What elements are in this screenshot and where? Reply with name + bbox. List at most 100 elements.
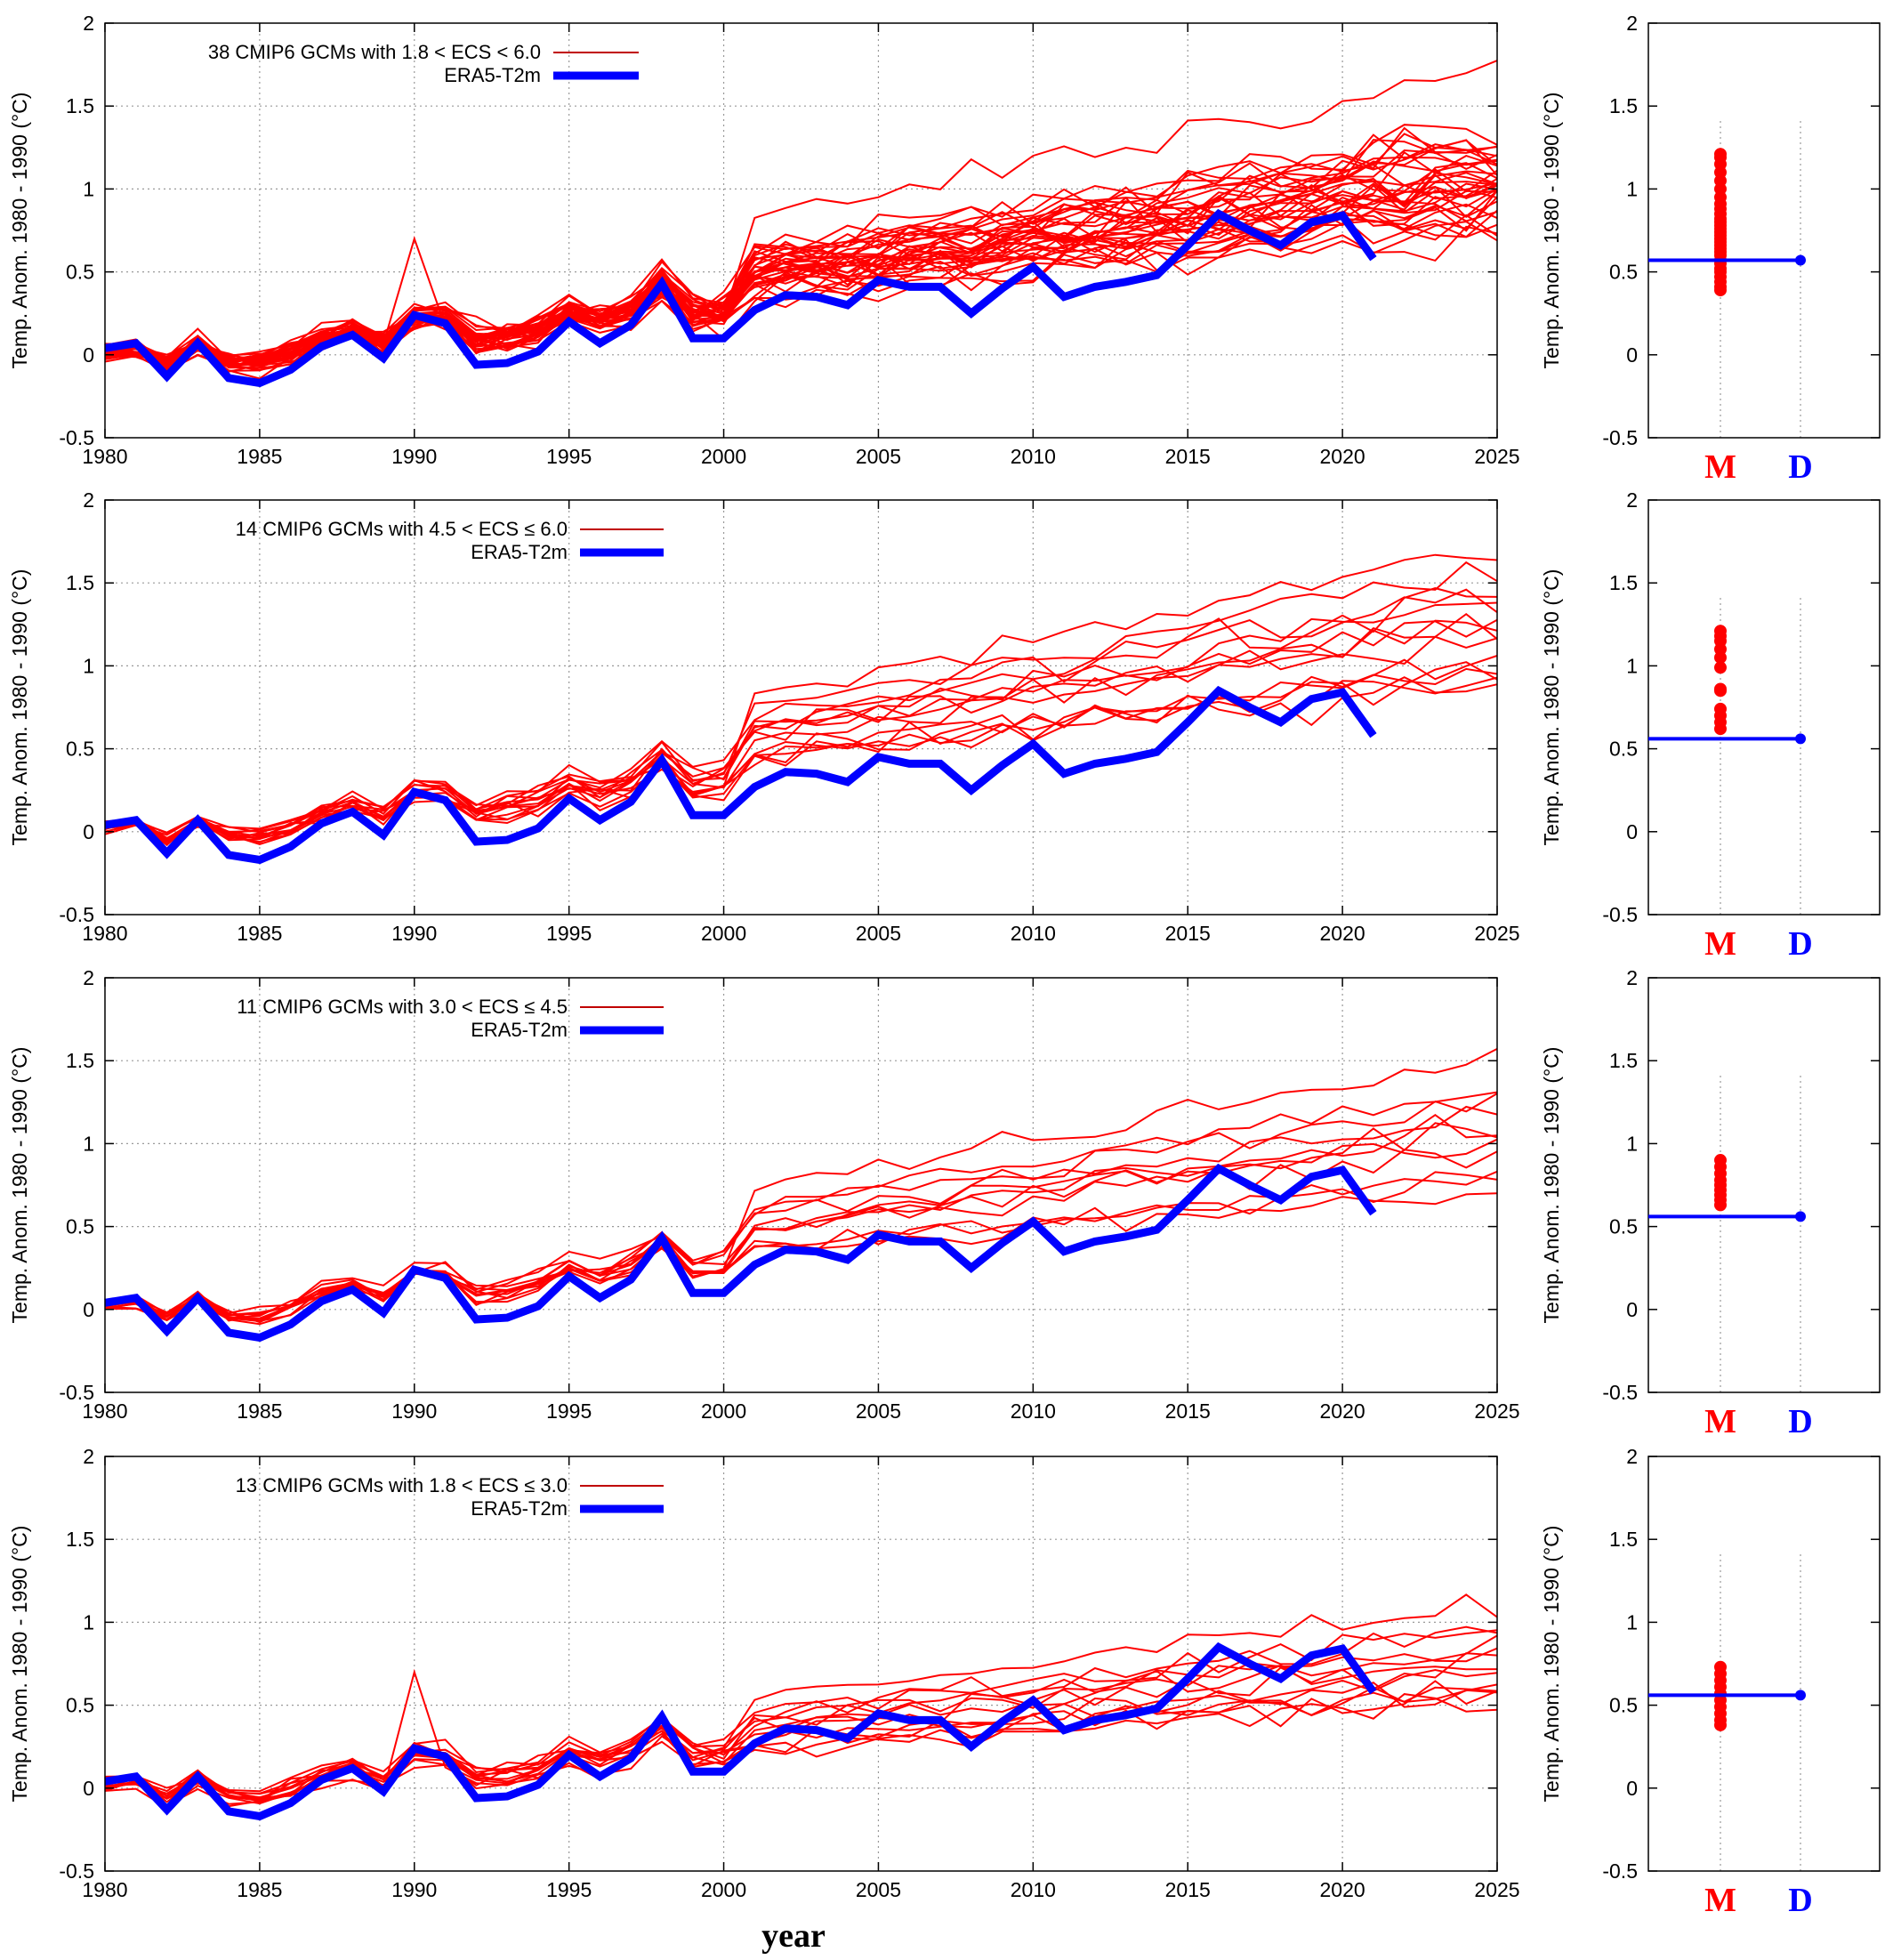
model-series-line	[104, 1693, 1498, 1809]
plot-frame	[1647, 499, 1881, 915]
model-series-line	[104, 1593, 1498, 1803]
y-tick-label: 0.5	[1609, 1215, 1638, 1238]
y-tick-label: 2	[1626, 488, 1638, 512]
x-tick-label: 1985	[237, 445, 282, 468]
y-tick-label: 0	[83, 1298, 94, 1321]
legend-label-obs: ERA5-T2m	[471, 1497, 568, 1520]
y-axis-label: Temp. Anom. 1980 - 1990 (°C)	[1540, 1526, 1563, 1803]
x-tick-label: 1990	[391, 445, 437, 468]
model-series-line	[104, 655, 1498, 845]
x-tick-label: 1985	[237, 1878, 282, 1901]
x-tick-label: 1995	[546, 1878, 592, 1901]
y-tick-label: 1	[1626, 1132, 1638, 1155]
y-tick-label: 1	[1626, 1610, 1638, 1633]
x-tick-label: 1995	[546, 445, 592, 468]
x-tick-label: 1980	[82, 1878, 127, 1901]
model-series-line	[104, 1171, 1498, 1318]
model-point	[1714, 148, 1727, 161]
x-tick-label: 2010	[1011, 1878, 1056, 1901]
x-tick-label: 2015	[1165, 445, 1211, 468]
y-tick-label: -0.5	[1602, 426, 1638, 449]
x-tick-label: 2005	[856, 1399, 901, 1423]
y-tick-label: 2	[83, 488, 94, 512]
x-tick-label: 2005	[856, 1878, 901, 1901]
x-tick-label: 2025	[1474, 1878, 1519, 1901]
model-series-line	[104, 619, 1498, 835]
x-tick-label: 1985	[237, 922, 282, 945]
x-tick-label: 2010	[1011, 922, 1056, 945]
model-series-line	[104, 158, 1498, 363]
y-tick-label: 1	[83, 1132, 94, 1155]
x-axis-label: year	[761, 1917, 826, 1955]
y-tick-label: 1.5	[1609, 571, 1638, 594]
model-ensemble	[104, 553, 1498, 847]
y-tick-label: 0	[1626, 343, 1638, 367]
y-tick-label: -0.5	[1602, 903, 1638, 926]
model-series-line	[104, 162, 1498, 365]
model-point	[1714, 682, 1727, 696]
obs-point	[1795, 1690, 1806, 1701]
model-ensemble	[104, 60, 1498, 380]
x-tick-label: 2025	[1474, 922, 1519, 945]
legend-label-models: 14 CMIP6 GCMs with 4.5 < ECS ≤ 6.0	[236, 518, 568, 540]
model-series-line	[104, 588, 1498, 834]
y-tick-label: 0.5	[1609, 261, 1638, 284]
plot-frame	[104, 499, 1498, 915]
obs-series-line	[104, 1163, 1377, 1343]
legend-label-models: 13 CMIP6 GCMs with 1.8 < ECS ≤ 3.0	[236, 1474, 568, 1496]
model-point	[1714, 1154, 1727, 1167]
y-tick-label: 1.5	[66, 1049, 94, 1072]
timeseries-panel: 1980 1985 1990 1995 2000 2005 2010 2015 2020 2025…	[8, 12, 1520, 468]
y-tick-label: 0.5	[66, 1215, 94, 1238]
model-point	[1714, 1660, 1727, 1674]
y-tick-label: 2	[83, 966, 94, 989]
x-tick-label: 1990	[391, 922, 437, 945]
x-tick-label: 2000	[701, 922, 746, 945]
model-series-line	[104, 1122, 1498, 1326]
y-tick-label: 2	[1626, 12, 1638, 35]
obs-point	[1795, 733, 1806, 745]
x-tick-label: 1995	[546, 922, 592, 945]
x-tick-label: 2015	[1165, 922, 1211, 945]
y-tick-label: -0.5	[1602, 1859, 1638, 1883]
legend-label-models: 38 CMIP6 GCMs with 1.8 < ECS < 6.0	[208, 41, 541, 63]
model-series-line	[104, 1686, 1498, 1801]
y-tick-label: -0.5	[1602, 1381, 1638, 1404]
md-panel: -0.5 0 0.5 1 1.5 2 Temp. Anom. 1980 - 1990 (°C…	[1540, 1445, 1881, 1919]
obs-point	[1795, 254, 1806, 266]
obs-series-line	[104, 1641, 1377, 1821]
category-label-d: D	[1788, 1882, 1812, 1919]
y-axis-label: Temp. Anom. 1980 - 1990 (°C)	[8, 569, 31, 846]
x-tick-label: 2000	[701, 1399, 746, 1423]
y-tick-label: 2	[83, 12, 94, 35]
obs-point	[1795, 1211, 1806, 1222]
legend-label-obs: ERA5-T2m	[471, 541, 568, 563]
x-tick-label: 2020	[1320, 1878, 1365, 1901]
x-tick-label: 2020	[1320, 445, 1365, 468]
plot-frame	[104, 977, 1498, 1393]
x-tick-label: 2025	[1474, 1399, 1519, 1423]
md-panel: -0.5 0 0.5 1 1.5 2 Temp. Anom. 1980 - 1990 (°C…	[1540, 966, 1881, 1440]
y-tick-label: 0.5	[66, 261, 94, 284]
category-label-m: M	[1704, 1403, 1736, 1440]
plot-frame	[1647, 22, 1881, 439]
obs-series-line	[104, 685, 1377, 865]
model-series-line	[104, 667, 1498, 842]
md-panel: -0.5 0 0.5 1 1.5 2 Temp. Anom. 1980 - 1990 (°C…	[1540, 12, 1881, 486]
x-tick-label: 2020	[1320, 1399, 1365, 1423]
model-series-line	[104, 618, 1498, 840]
y-tick-label: 1.5	[66, 571, 94, 594]
model-series-line	[104, 1105, 1498, 1321]
y-tick-label: 0	[83, 820, 94, 843]
x-tick-label: 2000	[701, 1878, 746, 1901]
model-series-line	[104, 164, 1498, 364]
legend-label-models: 11 CMIP6 GCMs with 3.0 < ECS ≤ 4.5	[237, 996, 568, 1018]
y-tick-label: 0	[1626, 1777, 1638, 1800]
category-label-d: D	[1788, 448, 1812, 486]
category-label-m: M	[1704, 1882, 1736, 1919]
model-ensemble	[104, 1593, 1498, 1810]
y-tick-label: -0.5	[59, 1859, 94, 1883]
legend-label-obs: ERA5-T2m	[444, 64, 541, 86]
model-series-line	[104, 1093, 1498, 1316]
